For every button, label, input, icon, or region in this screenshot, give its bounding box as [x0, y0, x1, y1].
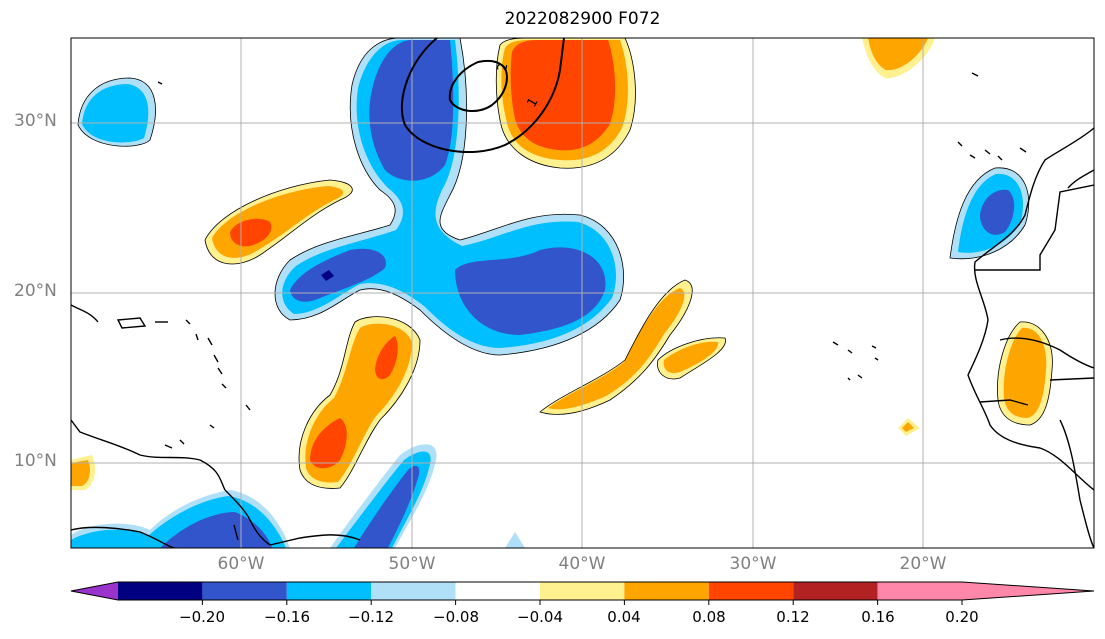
colorbar-segment	[371, 582, 456, 600]
pos-08-africa	[1003, 327, 1047, 418]
colorbar-tick: −0.08	[433, 608, 479, 626]
lon-label-60w: 60°W	[217, 554, 265, 574]
neg-12-east	[980, 189, 1015, 235]
neg-16-dot	[321, 270, 334, 281]
contour-label-2: 2	[495, 62, 511, 73]
colorbar-segment	[708, 582, 794, 600]
lat-label-30n: 30°N	[14, 111, 57, 131]
colorbar-segment	[540, 582, 625, 600]
colorbar-tick: 0.12	[776, 608, 810, 626]
colorbar-tick: −0.16	[264, 608, 310, 626]
colorbar-segment	[624, 582, 709, 600]
colorbar-segment	[202, 582, 287, 600]
colorbar-tick: −0.04	[517, 608, 563, 626]
neg-12-west-arm	[290, 248, 386, 302]
pos-12-west	[230, 218, 272, 247]
colorbar-tick: 0.08	[692, 608, 726, 626]
plot-frame	[70, 37, 1095, 549]
pos-08-top-right	[868, 38, 928, 71]
height-contours	[400, 38, 565, 153]
lon-label-40w: 40°W	[558, 554, 606, 574]
colorbar	[70, 581, 1095, 605]
colorbar-segment	[877, 582, 962, 600]
colorbar-extend-high	[962, 582, 1094, 600]
neg-04-bottom-tip	[505, 532, 525, 548]
map-title: 2022082900 F072	[504, 9, 661, 29]
colorbar-segment	[286, 582, 372, 600]
pos-08-far-left	[71, 460, 90, 486]
neg-12-bottom-left	[160, 512, 272, 548]
colorbar-tick: −0.20	[179, 608, 225, 626]
neg-12-central-south	[455, 247, 606, 335]
colorbar-tick: 0.20	[945, 608, 979, 626]
pos-08-africa-small	[902, 422, 914, 432]
colorbar-segment	[118, 582, 203, 600]
pos-12-top	[510, 40, 616, 151]
colorbar-segment	[793, 582, 878, 600]
grid-lines	[71, 38, 1094, 548]
lon-label-50w: 50°W	[388, 554, 436, 574]
colorbar-segment	[455, 582, 540, 600]
neg-12-bottom-center	[354, 465, 420, 548]
pos-12-center-south	[310, 418, 347, 469]
colorbar-tick: 0.16	[861, 608, 895, 626]
field-shading	[71, 38, 1094, 548]
pos-12-center-north	[375, 336, 398, 380]
lon-label-20w: 20°W	[899, 554, 947, 574]
colorbar-tick: 0.04	[607, 608, 641, 626]
colorbar-extend-low	[71, 582, 118, 600]
lat-label-20n: 20°N	[14, 281, 57, 301]
pos-08-diag	[548, 288, 685, 410]
lon-label-30w: 30°W	[729, 554, 777, 574]
neg-08-blob	[82, 84, 149, 143]
colorbar-tick: −0.12	[348, 608, 394, 626]
lat-label-10n: 10°N	[14, 451, 57, 471]
pos-08-small-east	[663, 341, 719, 374]
coastlines	[71, 72, 1094, 548]
